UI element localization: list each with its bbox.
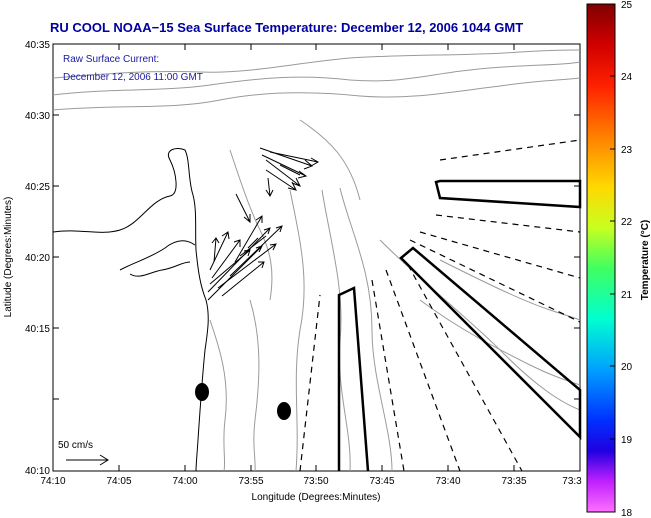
x-tick: 73:45 bbox=[369, 476, 394, 487]
colorbar-tick: 25 bbox=[621, 0, 633, 11]
colorbar-ticks bbox=[610, 75, 615, 440]
y-tick: 40:30 bbox=[25, 111, 50, 122]
scale-arrow bbox=[66, 454, 109, 466]
y-tick: 40:25 bbox=[25, 182, 50, 193]
x-tick: 74:05 bbox=[106, 476, 131, 487]
colorbar-label: Temperature (°C) bbox=[640, 220, 651, 301]
mooring-marker bbox=[195, 383, 209, 401]
x-tick: 73:55 bbox=[238, 476, 263, 487]
x-tick: 74:00 bbox=[172, 476, 197, 487]
colorbar-tick: 18 bbox=[621, 508, 633, 518]
colorbar-tick: 19 bbox=[621, 435, 633, 446]
survey-boxes bbox=[337, 179, 582, 472]
x-tick: 73:40 bbox=[435, 476, 460, 487]
y-axis-label: Latitude (Degrees:Minutes) bbox=[3, 197, 14, 318]
y-tick: 40:20 bbox=[25, 253, 50, 264]
y-tick: 40:35 bbox=[25, 40, 50, 51]
x-axis-label: Longitude (Degrees:Minutes) bbox=[252, 492, 381, 503]
colorbar bbox=[586, 3, 616, 513]
x-tick: 74:10 bbox=[40, 476, 65, 487]
map-title: RU COOL NOAA−15 Sea Surface Temperature:… bbox=[50, 20, 523, 35]
x-tick: 73:35 bbox=[501, 476, 526, 487]
colorbar-tick: 24 bbox=[621, 72, 633, 83]
x-tick-labels: 74:10 74:05 74:00 73:55 73:50 73:45 73:4… bbox=[40, 476, 582, 487]
current-note-line2: December 12, 2006 11:00 GMT bbox=[63, 72, 203, 83]
colorbar-tick: 22 bbox=[621, 217, 633, 228]
x-tick: 73:3 bbox=[562, 476, 582, 487]
surface-current-vectors bbox=[207, 147, 320, 301]
colorbar-tick-labels: 25 24 23 22 21 20 19 18 bbox=[621, 0, 633, 518]
y-tick-labels: 40:35 40:30 40:25 40:20 40:15 40:10 bbox=[25, 40, 50, 477]
colorbar-tick: 20 bbox=[621, 362, 633, 373]
mooring-marker bbox=[277, 402, 291, 420]
x-tick: 73:50 bbox=[303, 476, 328, 487]
current-note-line1: Raw Surface Current: bbox=[63, 54, 159, 65]
map-frame bbox=[52, 43, 581, 472]
colorbar-tick: 21 bbox=[621, 290, 633, 301]
beam-dashed-lines bbox=[299, 139, 581, 472]
axis-ticks bbox=[52, 43, 580, 472]
scale-label: 50 cm/s bbox=[58, 440, 93, 451]
colorbar-tick: 23 bbox=[621, 145, 633, 156]
y-tick: 40:15 bbox=[25, 324, 50, 335]
y-tick: 40:10 bbox=[25, 466, 50, 477]
coastline bbox=[52, 147, 209, 472]
